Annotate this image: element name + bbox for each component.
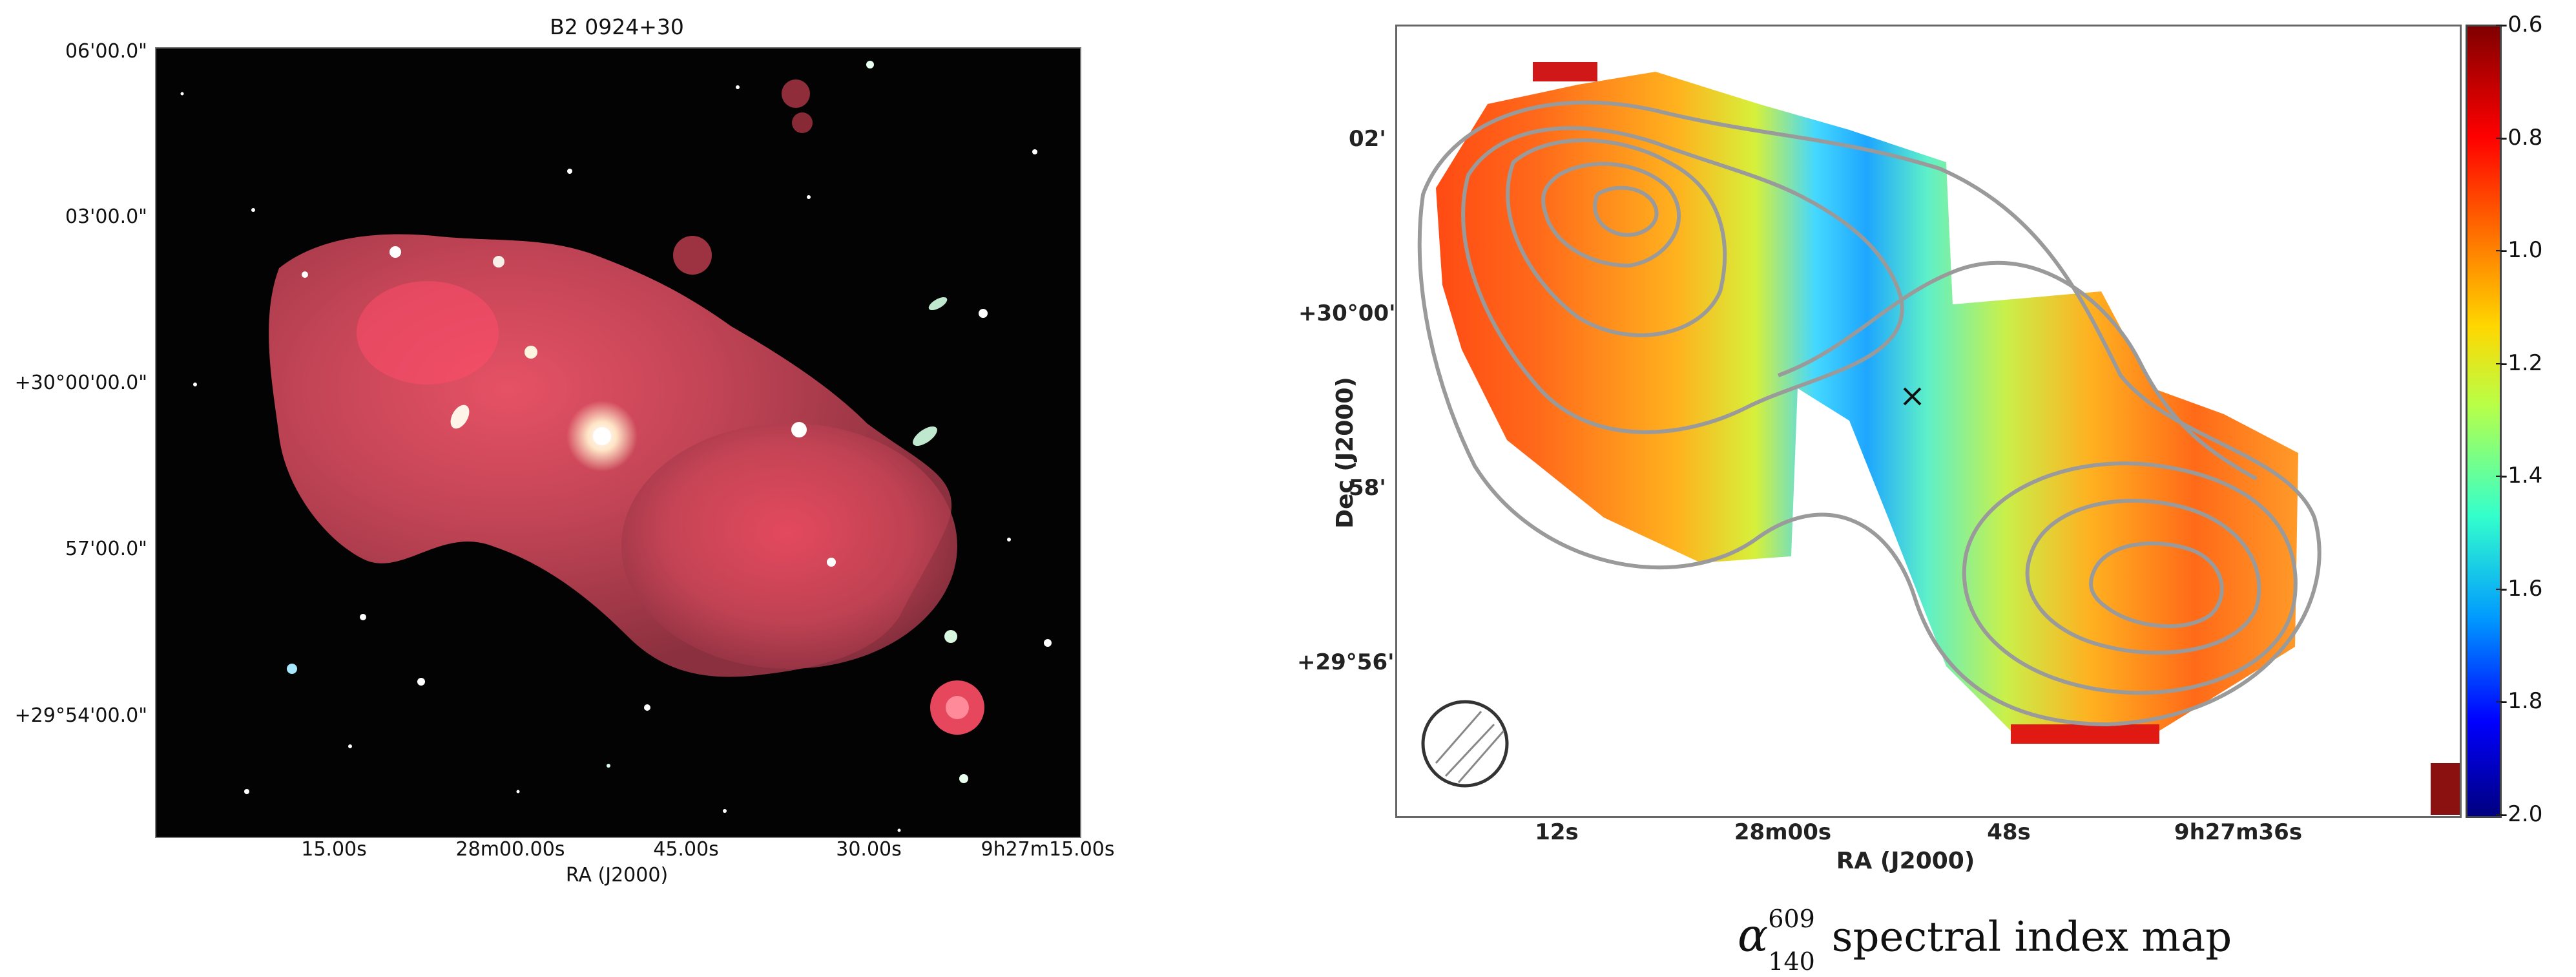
- colorbar-tick: -2.0: [2495, 801, 2543, 827]
- spectral-y-axis-label: Dec (J2000): [1331, 377, 1358, 529]
- spectral-map-image: [1417, 62, 2460, 815]
- optical-x-tick: 45.00s: [653, 838, 719, 861]
- colorbar-tick: -1.4: [2495, 463, 2543, 488]
- spectral-x-tick: 28m00s: [1734, 819, 1832, 845]
- optical-y-tick: +30°00'00.0": [14, 372, 147, 394]
- optical-y-tick: 06'00.0": [65, 40, 147, 63]
- core-position-marker: [1903, 387, 1922, 406]
- optical-x-axis-label: RA (J2000): [565, 864, 669, 887]
- colorbar-tick: -0.8: [2495, 125, 2543, 151]
- spectral-y-tick: +29°56': [1297, 649, 1395, 675]
- colorbar-tick: -1.6: [2495, 576, 2543, 602]
- optical-y-tick: 57'00.0": [65, 538, 147, 560]
- caption-superscript: 609: [1768, 905, 1815, 933]
- radio-lobe-west: [621, 423, 957, 669]
- spectral-x-axis-label: RA (J2000): [1836, 848, 1975, 874]
- spectral-y-tick: 02': [1349, 126, 1386, 152]
- optical-y-axis: 06'00.0" 03'00.0" +30°00'00.0" 57'00.0" …: [0, 0, 147, 977]
- spectral-y-tick: 58': [1349, 475, 1386, 501]
- optical-title: B2 0924+30: [550, 14, 684, 39]
- colorbar-tick: -1.2: [2495, 350, 2543, 376]
- colorbar-tick: -0.6: [2495, 12, 2543, 37]
- beam-ellipse: [1421, 700, 1509, 788]
- colorbar-tick: -1.8: [2495, 688, 2543, 714]
- spectral-x-tick: 9h27m36s: [2174, 819, 2303, 845]
- caption-subscript: 140: [1768, 947, 1815, 976]
- radio-contours: [1417, 100, 2322, 727]
- colorbar-tick: -1.0: [2495, 237, 2543, 263]
- radio-emission-overlay: [180, 61, 1052, 832]
- spectral-x-tick: 12s: [1535, 819, 1579, 845]
- spectral-map-caption: α 609 140 spectral index map: [1738, 905, 2232, 976]
- optical-x-tick: 15.00s: [301, 838, 367, 861]
- optical-y-tick: +29°54'00.0": [14, 704, 147, 727]
- spectral-index-map: [1395, 25, 2462, 818]
- spectral-x-tick: 48s: [1987, 819, 2031, 845]
- optical-y-tick: 03'00.0": [65, 205, 147, 228]
- optical-x-tick: 30.00s: [836, 838, 902, 861]
- host-galaxy: [566, 401, 638, 472]
- spectral-index-field: [1436, 72, 2298, 737]
- caption-text: spectral index map: [1831, 913, 2232, 961]
- caption-symbol: α: [1738, 909, 1769, 962]
- spectral-y-tick: +30°00': [1298, 300, 1396, 326]
- caption-indices: 609 140: [1768, 905, 1815, 976]
- optical-image: [155, 47, 1081, 838]
- optical-x-tick: 28m00.00s: [455, 838, 565, 861]
- colorbar: [2466, 25, 2502, 818]
- field-galaxies: [180, 61, 1052, 832]
- optical-x-tick: 9h27m15.00s: [981, 838, 1115, 861]
